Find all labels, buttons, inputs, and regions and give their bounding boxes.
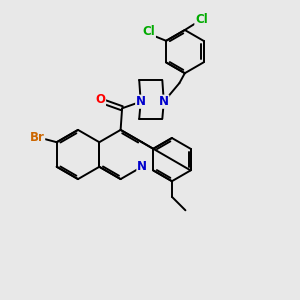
Text: Cl: Cl (195, 13, 208, 26)
Text: N: N (137, 160, 147, 173)
Text: O: O (95, 93, 106, 106)
Text: N: N (136, 95, 146, 108)
Text: Br: Br (30, 131, 45, 144)
Text: N: N (159, 95, 169, 108)
Text: Cl: Cl (142, 25, 155, 38)
